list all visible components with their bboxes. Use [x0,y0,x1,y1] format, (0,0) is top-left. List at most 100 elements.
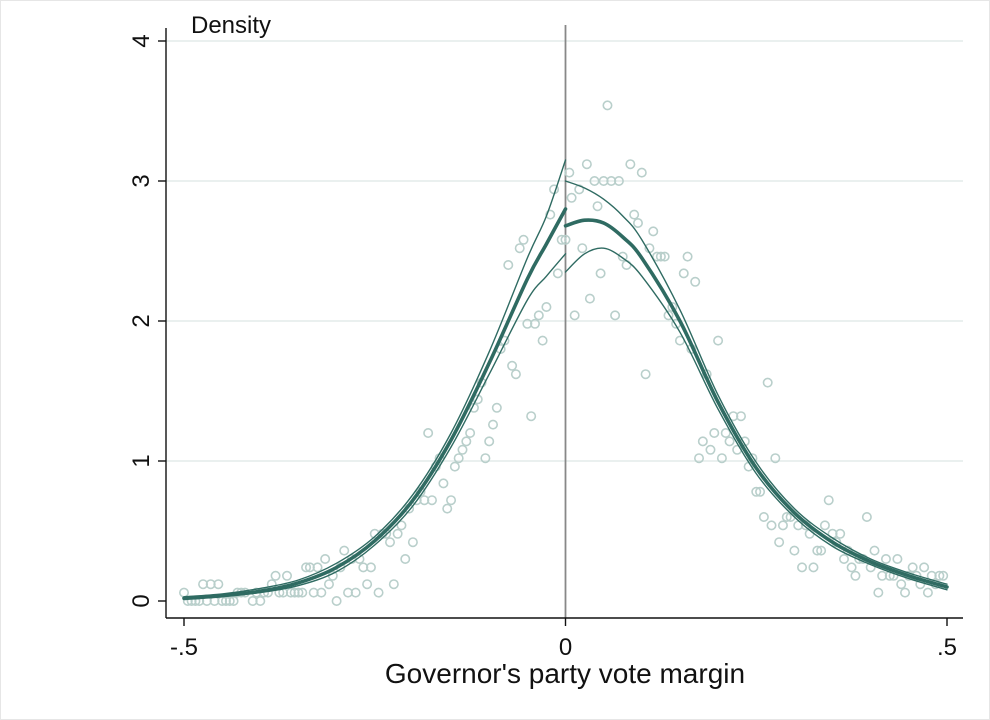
scatter-point [789,545,800,556]
scatter-point [812,545,823,556]
scatter-point [529,318,540,329]
scatter-point [846,562,857,573]
scatter-point [632,218,643,229]
scatter-point [755,486,766,497]
scatter-point [732,444,743,455]
scatter-point [720,427,731,438]
scatter-point [270,570,281,581]
y-tick-label: 1 [128,454,155,467]
scatter-point [938,570,949,581]
x-tick-label: 0 [559,634,572,661]
scatter-point [667,301,678,312]
scatter-point [766,520,777,531]
scatter-point [648,226,659,237]
scatter-point [426,495,437,506]
scatter-point [362,579,373,590]
scatter-point [385,537,396,548]
scatter-point [518,234,529,245]
scatter-point [823,495,834,506]
scatter-point [907,562,918,573]
scatter-point [592,201,603,212]
scatter-point [224,595,235,606]
scatter-point [808,562,819,573]
scatter-point [488,419,499,430]
ci-line [183,159,567,598]
scatter-point [694,453,705,464]
scatter-point [758,511,769,522]
scatter-point [781,511,792,522]
scatter-point [584,293,595,304]
scatter-point [880,553,891,564]
scatter-point [556,234,567,245]
scatter-point [449,461,460,472]
scatter-point [625,159,636,170]
scatter-point [716,453,727,464]
y-tick-label: 3 [128,174,155,187]
scatter-point [564,167,575,178]
y-tick-label: 4 [128,34,155,47]
scatter-point [770,453,781,464]
y-axis-title: Density [191,12,271,39]
ci-line [564,180,948,585]
scatter-point [373,587,384,598]
y-tick-label: 2 [128,314,155,327]
scatter-point [610,310,621,321]
scatter-point [819,520,830,531]
fit-line [182,207,568,600]
fit-lines [182,159,949,601]
scatter-point [480,453,491,464]
fit-line [563,218,949,589]
scatter-point [179,587,190,598]
ci-line [183,253,567,601]
scatter-point [566,192,577,203]
scatter-point [331,595,342,606]
scatter-point [577,243,588,254]
scatter-point [526,411,537,422]
scatter-point [762,377,773,388]
scatter-point [724,436,735,447]
scatter-point [602,100,613,111]
x-axis-title: Governor's party vote margin [385,658,745,689]
scatter-point [491,402,502,413]
scatter-point [613,176,624,187]
scatter-point [835,528,846,539]
scatter-point [797,562,808,573]
scatter-point [301,562,312,573]
scatter-point [545,209,556,220]
scatter-point [423,427,434,438]
scatter-point [861,511,872,522]
scatter-point [713,335,724,346]
ci-line [564,247,948,591]
scatter-points [179,100,949,606]
scatter-point [461,436,472,447]
scatter-point [388,579,399,590]
scatter-point [682,251,693,262]
scatter-point [595,268,606,279]
scatter-point [400,553,411,564]
scatter-point [629,209,640,220]
scatter-point [514,243,525,254]
scatter-point [655,251,666,262]
scatter-point [838,553,849,564]
scatter-point [552,268,563,279]
scatter-point [659,251,670,262]
scatter-point [507,360,518,371]
scatter-point [297,587,308,598]
scatter-point [320,553,331,564]
scatter-point [228,595,239,606]
scatter-point [465,427,476,438]
scatter-point [396,520,407,531]
scatter-point [316,587,327,598]
scatter-point [617,251,628,262]
scatter-point [869,545,880,556]
scatter-point [365,562,376,573]
scatter-point [934,570,945,581]
scatter-point [678,268,689,279]
scatter-point [900,587,911,598]
scatter-point [873,587,884,598]
scatter-point [892,553,903,564]
scatter-point [560,234,571,245]
scatter-point [919,562,930,573]
scatter-point [312,562,323,573]
